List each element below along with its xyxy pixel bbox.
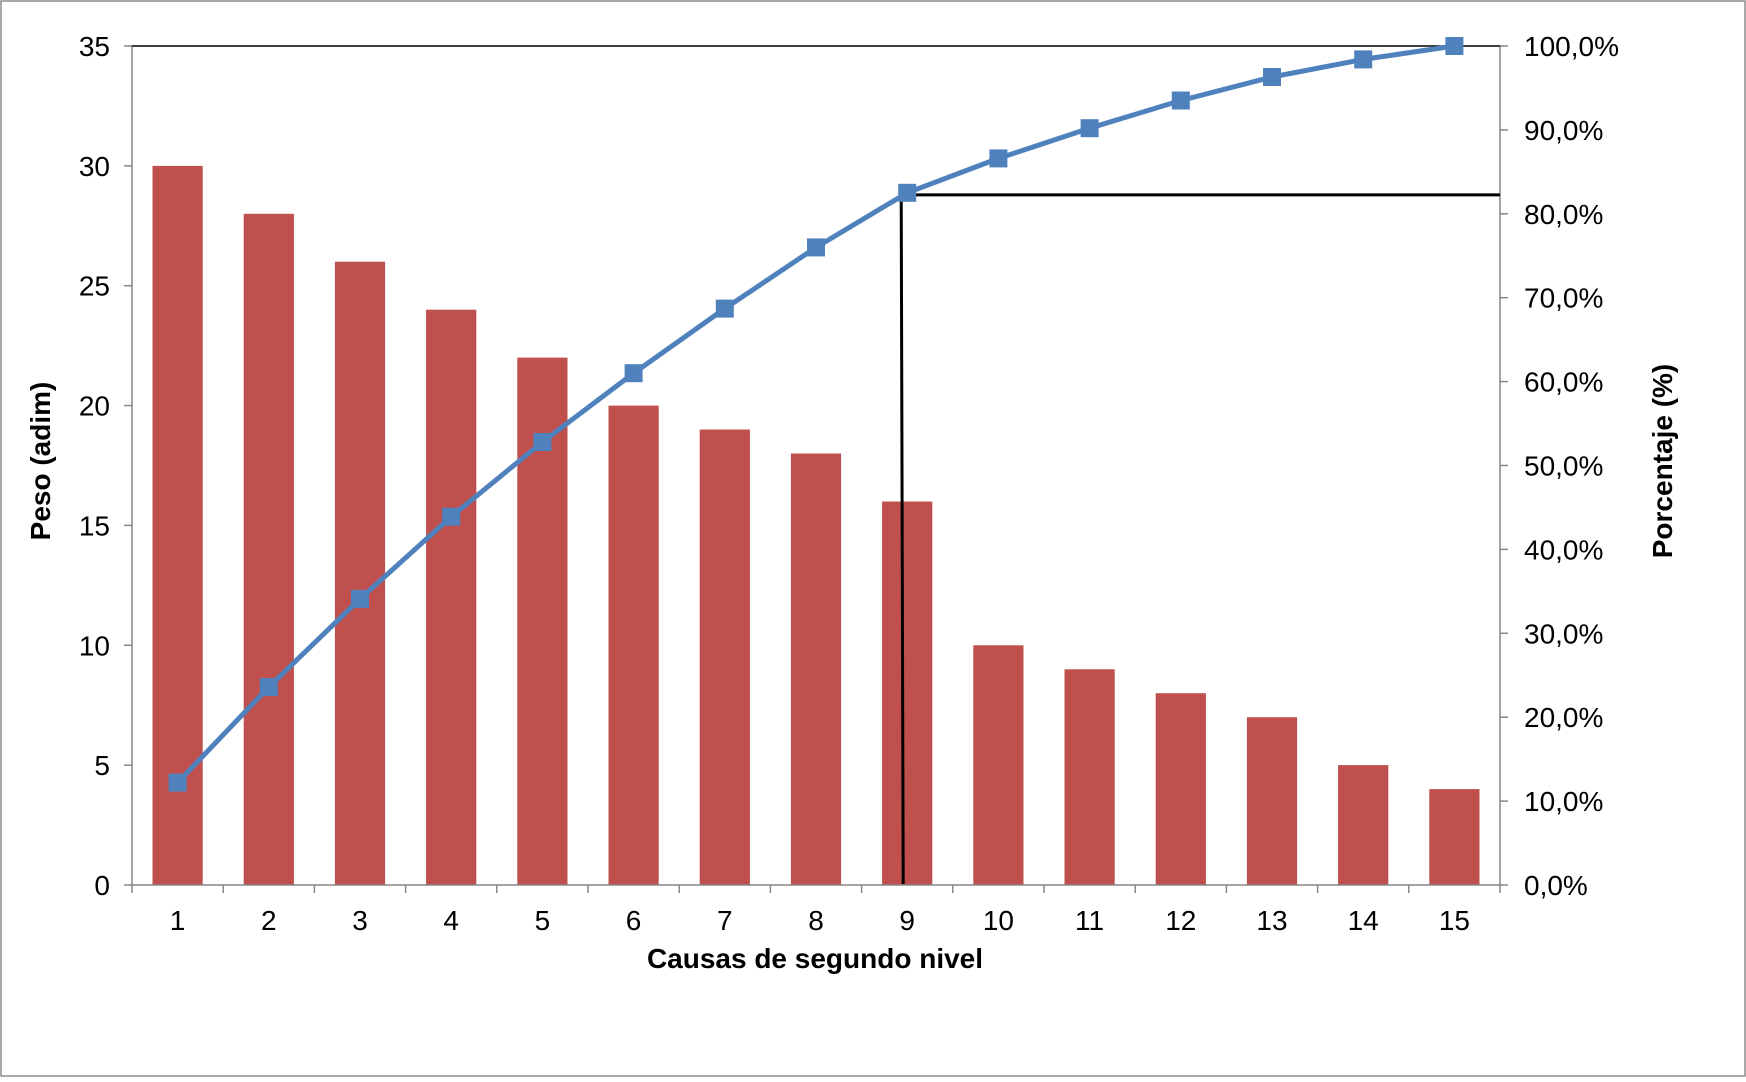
y-tick-label: 25 bbox=[79, 271, 110, 302]
cumulative-point-12 bbox=[1171, 91, 1190, 110]
x-tick-label: 11 bbox=[1075, 905, 1104, 936]
pareto-vertical-line bbox=[899, 194, 905, 885]
axes-layer bbox=[124, 45, 1508, 893]
x-tick-label: 2 bbox=[261, 905, 277, 936]
y2-tick-label: 100,0% bbox=[1524, 31, 1619, 62]
x-tick-label: 4 bbox=[443, 905, 459, 936]
y-axis-title: Peso (adim) bbox=[25, 382, 56, 541]
x-tick-label: 8 bbox=[808, 905, 824, 936]
bar-8 bbox=[790, 453, 842, 885]
y2-tick-label: 90,0% bbox=[1524, 115, 1603, 146]
cumulative-point-1 bbox=[168, 773, 187, 792]
bar-14 bbox=[1338, 765, 1389, 885]
labels-layer: 051015202530350,0%10,0%20,0%30,0%40,0%50… bbox=[79, 31, 1619, 936]
cumulative-point-5 bbox=[533, 433, 552, 451]
y-tick-label: 30 bbox=[79, 151, 110, 182]
bar-11 bbox=[1064, 669, 1115, 885]
x-tick-label: 9 bbox=[899, 905, 915, 936]
y-tick-label: 35 bbox=[79, 31, 110, 62]
bar-12 bbox=[1155, 693, 1206, 885]
cumulative-point-2 bbox=[259, 678, 278, 696]
y2-tick-label: 0,0% bbox=[1524, 870, 1588, 901]
x-tick-label: 10 bbox=[983, 905, 1014, 936]
x-tick-label: 12 bbox=[1165, 905, 1196, 936]
cumulative-point-10 bbox=[989, 149, 1008, 168]
cumulative-point-9 bbox=[898, 183, 917, 202]
cumulative-point-6 bbox=[624, 364, 643, 383]
cumulative-point-7 bbox=[715, 299, 734, 318]
x-tick-label: 15 bbox=[1439, 905, 1470, 936]
cumulative-point-4 bbox=[442, 507, 461, 526]
bar-13 bbox=[1246, 717, 1298, 885]
reference-lines-layer bbox=[899, 193, 1500, 885]
cumulative-point-3 bbox=[351, 589, 369, 608]
bar-4 bbox=[426, 309, 477, 885]
y2-tick-label: 60,0% bbox=[1524, 367, 1603, 398]
y-tick-label: 5 bbox=[94, 750, 110, 781]
bar-3 bbox=[334, 261, 386, 885]
bar-15 bbox=[1429, 789, 1480, 885]
bar-9 bbox=[882, 501, 933, 885]
x-tick-label: 14 bbox=[1348, 905, 1379, 936]
x-tick-label: 13 bbox=[1256, 905, 1287, 936]
y2-tick-label: 70,0% bbox=[1524, 283, 1603, 314]
x-tick-label: 1 bbox=[170, 905, 186, 936]
cumulative-point-13 bbox=[1263, 68, 1281, 86]
x-tick-label: 7 bbox=[717, 905, 733, 936]
x-tick-label: 3 bbox=[352, 905, 368, 936]
y2-axis-title: Porcentaje (%) bbox=[1647, 364, 1678, 559]
y2-tick-label: 10,0% bbox=[1524, 786, 1603, 817]
cumulative-point-11 bbox=[1080, 119, 1099, 138]
cumulative-line-layer bbox=[168, 37, 1464, 792]
bar-10 bbox=[973, 645, 1024, 885]
y2-tick-label: 80,0% bbox=[1524, 199, 1603, 230]
x-tick-label: 6 bbox=[626, 905, 642, 936]
cumulative-point-15 bbox=[1445, 37, 1464, 55]
bar-2 bbox=[243, 213, 294, 886]
y2-tick-label: 20,0% bbox=[1524, 702, 1603, 733]
bar-6 bbox=[608, 405, 659, 885]
y-tick-label: 0 bbox=[94, 870, 110, 901]
x-axis-title: Causas de segundo nivel bbox=[647, 943, 983, 974]
y-tick-label: 15 bbox=[79, 510, 110, 541]
y-tick-label: 10 bbox=[79, 630, 110, 661]
y2-tick-label: 30,0% bbox=[1524, 618, 1603, 649]
x-tick-label: 5 bbox=[535, 905, 551, 936]
bar-7 bbox=[699, 429, 750, 885]
cumulative-point-14 bbox=[1354, 50, 1373, 69]
y2-tick-label: 50,0% bbox=[1524, 451, 1603, 482]
y2-tick-label: 40,0% bbox=[1524, 534, 1603, 565]
bars-layer bbox=[152, 165, 1480, 886]
cumulative-point-8 bbox=[807, 238, 825, 257]
y-tick-label: 20 bbox=[79, 391, 110, 422]
